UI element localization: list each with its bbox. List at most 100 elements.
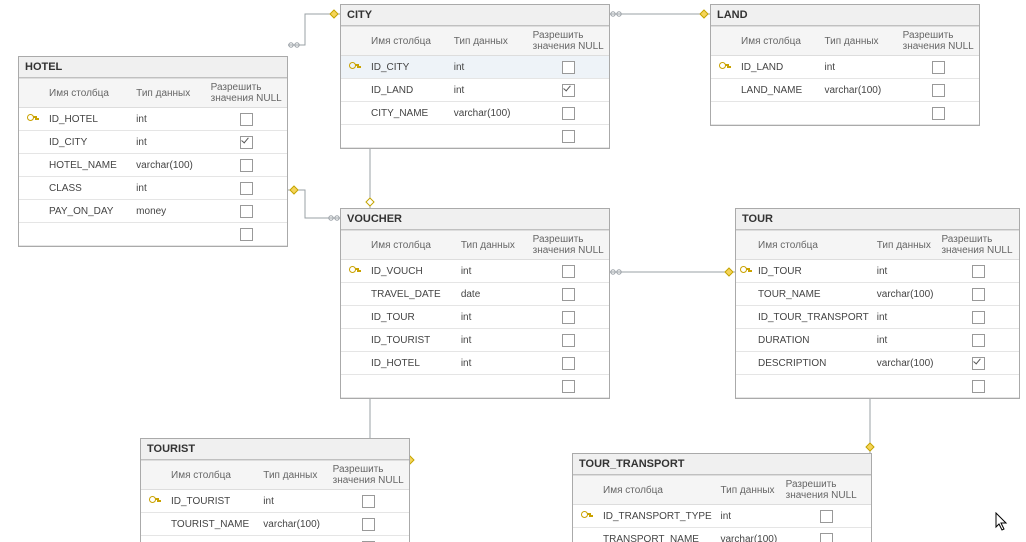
table-row[interactable]: TRANSPORT_NAMEvarchar(100) (573, 528, 871, 542)
table-row[interactable]: ID_TOURISTint (141, 490, 409, 513)
allow-null-cell[interactable] (937, 306, 1019, 329)
column-name[interactable]: ID_VOUCH (367, 260, 457, 283)
table-row[interactable]: ID_TOURISTint (341, 329, 609, 352)
table-row[interactable]: CLASSint (19, 177, 287, 200)
column-name[interactable]: DURATION (754, 329, 873, 352)
column-type[interactable]: int (450, 56, 529, 79)
table-row-empty[interactable] (341, 375, 609, 398)
column-name[interactable]: ID_LAND (737, 56, 820, 79)
column-type[interactable]: int (259, 490, 328, 513)
checkbox-icon[interactable] (562, 130, 575, 143)
allow-null-cell[interactable] (529, 306, 609, 329)
checkbox-icon[interactable] (240, 113, 253, 126)
column-type[interactable]: int (873, 260, 938, 283)
table-row-empty[interactable] (736, 375, 1019, 398)
table-title[interactable]: TOUR_TRANSPORT (573, 454, 871, 475)
column-type[interactable]: int (457, 329, 529, 352)
table-hotel[interactable]: HOTELИмя столбцаТип данныхРазрешить знач… (18, 56, 288, 247)
allow-null-cell[interactable] (899, 56, 979, 79)
allow-null-cell[interactable] (529, 260, 609, 283)
checkbox-icon[interactable] (562, 107, 575, 120)
allow-null-cell[interactable] (782, 528, 871, 542)
table-row[interactable]: ID_LANDint (341, 79, 609, 102)
table-row[interactable]: ID_HOTELint (19, 108, 287, 131)
column-type[interactable]: int (132, 108, 206, 131)
checkbox-icon[interactable] (972, 357, 985, 370)
table-title[interactable]: VOUCHER (341, 209, 609, 230)
checkbox-icon[interactable] (240, 205, 253, 218)
table-row-empty[interactable] (19, 223, 287, 246)
checkbox-icon[interactable] (972, 265, 985, 278)
checkbox-icon[interactable] (240, 136, 253, 149)
column-name[interactable]: ID_TOUR (367, 306, 457, 329)
checkbox-icon[interactable] (562, 334, 575, 347)
checkbox-icon[interactable] (562, 380, 575, 393)
checkbox-icon[interactable] (932, 84, 945, 97)
allow-null-cell[interactable] (207, 131, 287, 154)
table-row[interactable]: HOTEL_NAMEvarchar(100) (19, 154, 287, 177)
table-row[interactable]: ID_LANDint (711, 56, 979, 79)
column-name[interactable]: TOUR_NAME (754, 283, 873, 306)
column-type[interactable]: int (457, 306, 529, 329)
allow-null-cell[interactable] (207, 154, 287, 177)
table-row[interactable]: ID_TOURint (736, 260, 1019, 283)
allow-null-cell[interactable] (899, 79, 979, 102)
column-type[interactable]: int (820, 56, 898, 79)
table-row-empty[interactable] (711, 102, 979, 125)
table-row[interactable]: DESCRIPTIONvarchar(100) (736, 352, 1019, 375)
table-row[interactable]: ID_TOURint (341, 306, 609, 329)
allow-null-cell[interactable] (529, 102, 609, 125)
column-type[interactable]: int (132, 177, 206, 200)
allow-null-cell[interactable] (207, 108, 287, 131)
table-city[interactable]: CITYИмя столбцаТип данныхРазрешить значе… (340, 4, 610, 149)
column-type[interactable]: int (873, 306, 938, 329)
table-row[interactable]: TOURIST_NAMEvarchar(100) (141, 513, 409, 536)
allow-null-cell[interactable] (937, 352, 1019, 375)
column-name[interactable]: HOTEL_NAME (45, 154, 132, 177)
table-land[interactable]: LANDИмя столбцаТип данныхРазрешить значе… (710, 4, 980, 126)
checkbox-icon[interactable] (240, 159, 253, 172)
allow-null-cell[interactable] (529, 56, 609, 79)
column-type[interactable]: money (132, 200, 206, 223)
checkbox-icon[interactable] (820, 533, 833, 542)
table-row[interactable]: LAND_NAMEvarchar(100) (711, 79, 979, 102)
column-name[interactable]: TOURIST_NAME (167, 513, 259, 536)
column-type[interactable]: varchar(100) (716, 528, 781, 542)
column-name[interactable]: DESCRIPTION (754, 352, 873, 375)
table-title[interactable]: LAND (711, 5, 979, 26)
column-type[interactable]: int (457, 260, 529, 283)
table-title[interactable]: TOURIST (141, 439, 409, 460)
column-name[interactable]: ID_TOURIST (367, 329, 457, 352)
table-voucher[interactable]: VOUCHERИмя столбцаТип данныхРазрешить зн… (340, 208, 610, 399)
allow-null-cell[interactable] (207, 177, 287, 200)
checkbox-icon[interactable] (240, 182, 253, 195)
table-title[interactable]: CITY (341, 5, 609, 26)
table-row[interactable]: ID_VOUCHint (341, 260, 609, 283)
checkbox-icon[interactable] (562, 61, 575, 74)
column-type[interactable]: varchar(100) (873, 352, 938, 375)
checkbox-icon[interactable] (820, 510, 833, 523)
allow-null-cell[interactable] (329, 536, 409, 542)
column-name[interactable]: ID_CITY (367, 56, 450, 79)
column-name[interactable]: ID_TOUR_TRANSPORT (754, 306, 873, 329)
allow-null-cell[interactable] (937, 260, 1019, 283)
allow-null-cell[interactable] (782, 505, 871, 528)
column-type[interactable]: int (259, 536, 328, 542)
table-title[interactable]: HOTEL (19, 57, 287, 78)
checkbox-icon[interactable] (972, 288, 985, 301)
table-row[interactable]: AGEint (141, 536, 409, 542)
allow-null-cell[interactable] (937, 283, 1019, 306)
column-name[interactable]: TRANSPORT_NAME (599, 528, 716, 542)
checkbox-icon[interactable] (932, 61, 945, 74)
column-name[interactable]: ID_TRANSPORT_TYPE (599, 505, 716, 528)
table-row[interactable]: ID_HOTELint (341, 352, 609, 375)
column-name[interactable]: LAND_NAME (737, 79, 820, 102)
table-tour[interactable]: TOURИмя столбцаТип данныхРазрешить значе… (735, 208, 1020, 399)
table-row[interactable]: CITY_NAMEvarchar(100) (341, 102, 609, 125)
checkbox-icon[interactable] (972, 380, 985, 393)
column-type[interactable]: int (132, 131, 206, 154)
allow-null-cell[interactable] (329, 490, 409, 513)
column-name[interactable]: ID_CITY (45, 131, 132, 154)
column-type[interactable]: int (873, 329, 938, 352)
checkbox-icon[interactable] (932, 107, 945, 120)
